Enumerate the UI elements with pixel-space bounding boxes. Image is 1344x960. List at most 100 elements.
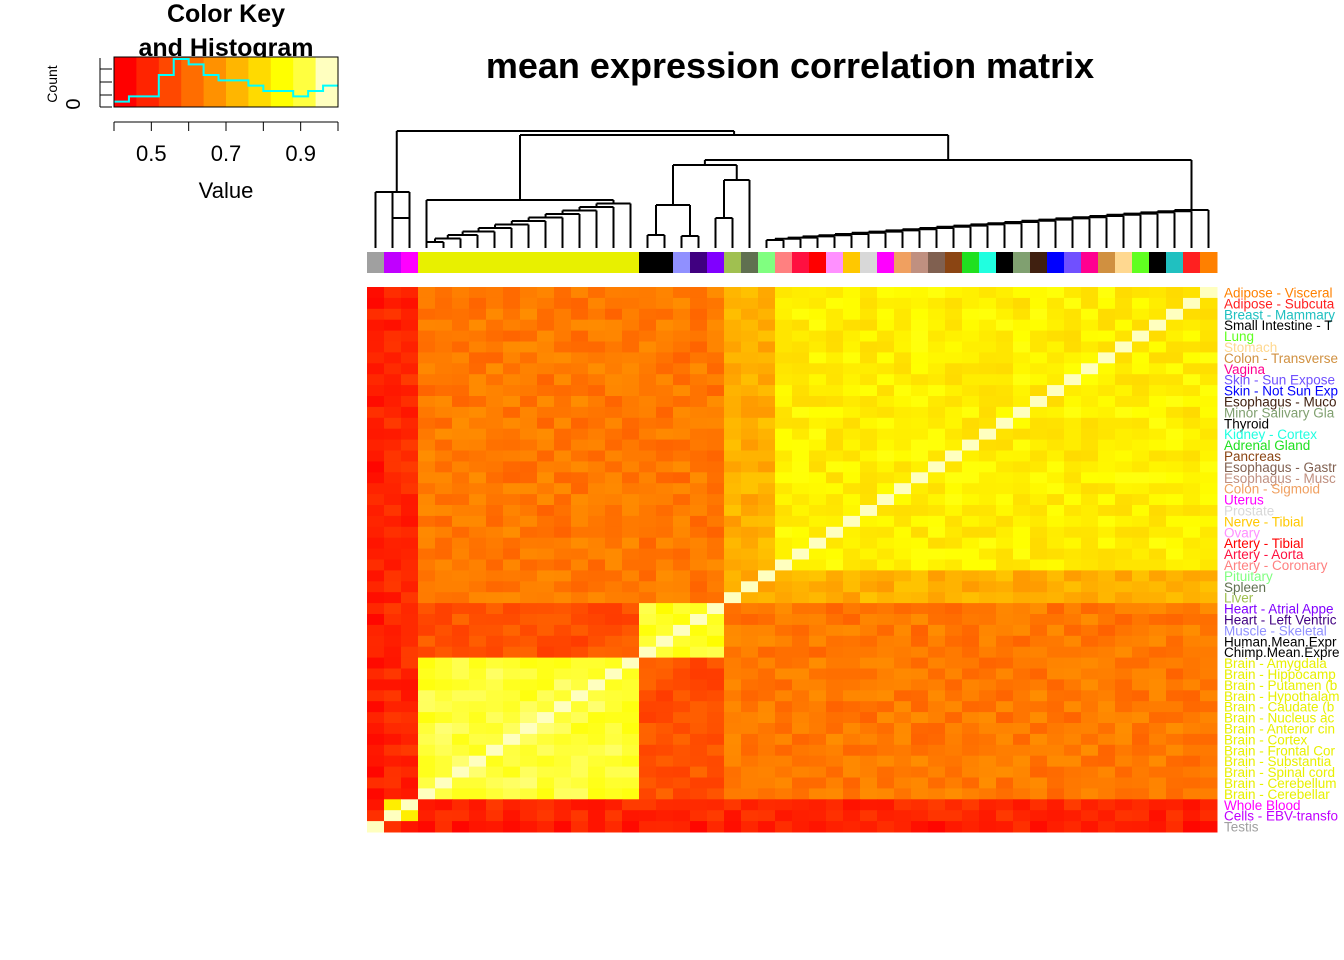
heatmap-cell xyxy=(452,712,470,724)
heatmap-cell xyxy=(707,733,725,746)
heatmap-cell xyxy=(945,799,963,811)
heatmap-cell xyxy=(435,799,453,811)
heatmap-cell xyxy=(435,494,453,506)
heatmap-cell xyxy=(911,526,929,539)
heatmap-cell xyxy=(690,494,708,506)
heatmap-cell xyxy=(418,483,436,495)
column-side-color xyxy=(571,252,589,273)
heatmap-cell xyxy=(588,515,606,528)
heatmap-cell xyxy=(401,330,419,342)
heatmap-cell xyxy=(452,581,470,593)
heatmap-cell xyxy=(503,766,521,778)
heatmap-cell xyxy=(673,690,691,702)
heatmap-cell xyxy=(741,537,759,550)
heatmap-cell xyxy=(639,657,657,669)
heatmap-cell xyxy=(486,319,504,332)
heatmap-cell xyxy=(945,548,963,560)
heatmap-cell xyxy=(758,701,776,713)
heatmap-cell xyxy=(1064,635,1082,648)
heatmap-cell xyxy=(1081,472,1099,484)
heatmap-cell xyxy=(707,396,725,408)
heatmap-cell xyxy=(979,341,997,353)
heatmap-cell xyxy=(758,417,776,430)
heatmap-cell xyxy=(1030,548,1048,560)
heatmap-cell xyxy=(1064,374,1082,386)
heatmap-cell xyxy=(554,690,572,702)
heatmap-cell xyxy=(1064,733,1082,746)
heatmap-cell xyxy=(418,624,436,637)
heatmap-cell xyxy=(877,788,895,800)
heatmap-cell xyxy=(860,472,878,484)
heatmap-cell xyxy=(724,439,742,451)
heatmap-cell xyxy=(418,428,436,441)
heatmap-cell xyxy=(809,799,827,811)
heatmap-cell xyxy=(809,439,827,451)
row-label: Heart - Left Ventric xyxy=(1224,612,1337,627)
heatmap-cell xyxy=(690,570,708,582)
heatmap-cell xyxy=(520,483,538,495)
heatmap-cell xyxy=(1132,733,1150,746)
heatmap-cell xyxy=(741,712,759,724)
heatmap-cell xyxy=(486,396,504,408)
heatmap-cell xyxy=(1149,614,1167,626)
heatmap-cell xyxy=(775,712,793,724)
heatmap-cell xyxy=(656,603,674,615)
heatmap-cell xyxy=(792,799,810,811)
heatmap-cell xyxy=(1081,537,1099,550)
heatmap-cell xyxy=(775,319,793,332)
row-label: Lung xyxy=(1224,329,1254,344)
heatmap-cell xyxy=(1047,788,1065,800)
heatmap-cell xyxy=(452,406,470,419)
heatmap-cell xyxy=(945,287,963,299)
heatmap-cell xyxy=(588,537,606,550)
heatmap-cell xyxy=(571,603,589,615)
heatmap-cell xyxy=(486,472,504,484)
heatmap-cell xyxy=(1200,657,1218,669)
heatmap-cell xyxy=(639,624,657,637)
heatmap-cell xyxy=(860,777,878,789)
heatmap-cell xyxy=(809,755,827,768)
heatmap-cell xyxy=(962,385,980,397)
heatmap-cell xyxy=(639,396,657,408)
heatmap-cell xyxy=(384,657,402,669)
heatmap-cell xyxy=(792,396,810,408)
heatmap-cell xyxy=(792,450,810,462)
heatmap-cell xyxy=(1166,374,1184,386)
heatmap-cell xyxy=(979,744,997,757)
heatmap-cell xyxy=(1200,614,1218,626)
heatmap-cell xyxy=(1081,581,1099,593)
heatmap-cell xyxy=(1132,744,1150,757)
heatmap-cell xyxy=(1030,461,1048,473)
heatmap-cell xyxy=(384,603,402,615)
heatmap-cell xyxy=(724,406,742,419)
heatmap-cell xyxy=(928,319,946,332)
heatmap-cell xyxy=(452,494,470,506)
heatmap-cell xyxy=(435,406,453,419)
heatmap-cell xyxy=(928,494,946,506)
heatmap-cell xyxy=(1064,690,1082,702)
heatmap-cell xyxy=(622,799,640,811)
heatmap-cell xyxy=(469,297,487,310)
heatmap-cell xyxy=(1200,330,1218,342)
row-label: Brain - Cortex xyxy=(1224,732,1308,747)
heatmap-cell xyxy=(452,603,470,615)
heatmap-cell xyxy=(911,701,929,713)
row-label: Brain - Nucleus ac xyxy=(1224,711,1335,726)
row-label: Adrenal Gland xyxy=(1224,438,1310,453)
heatmap-cell xyxy=(1098,581,1116,593)
heatmap-cell xyxy=(1098,723,1116,735)
heatmap-cell xyxy=(860,701,878,713)
heatmap-cell xyxy=(1200,548,1218,560)
heatmap-cell xyxy=(605,505,623,517)
heatmap-cell xyxy=(656,341,674,353)
heatmap-cell xyxy=(605,548,623,560)
heatmap-cell xyxy=(792,788,810,800)
heatmap-cell xyxy=(1115,766,1133,778)
heatmap-cell xyxy=(996,505,1014,517)
heatmap-cell xyxy=(1030,723,1048,735)
heatmap-cell xyxy=(894,657,912,669)
heatmap-cell xyxy=(707,821,725,833)
heatmap-cell xyxy=(401,396,419,408)
heatmap-cell xyxy=(928,374,946,386)
heatmap-cell xyxy=(537,341,555,353)
